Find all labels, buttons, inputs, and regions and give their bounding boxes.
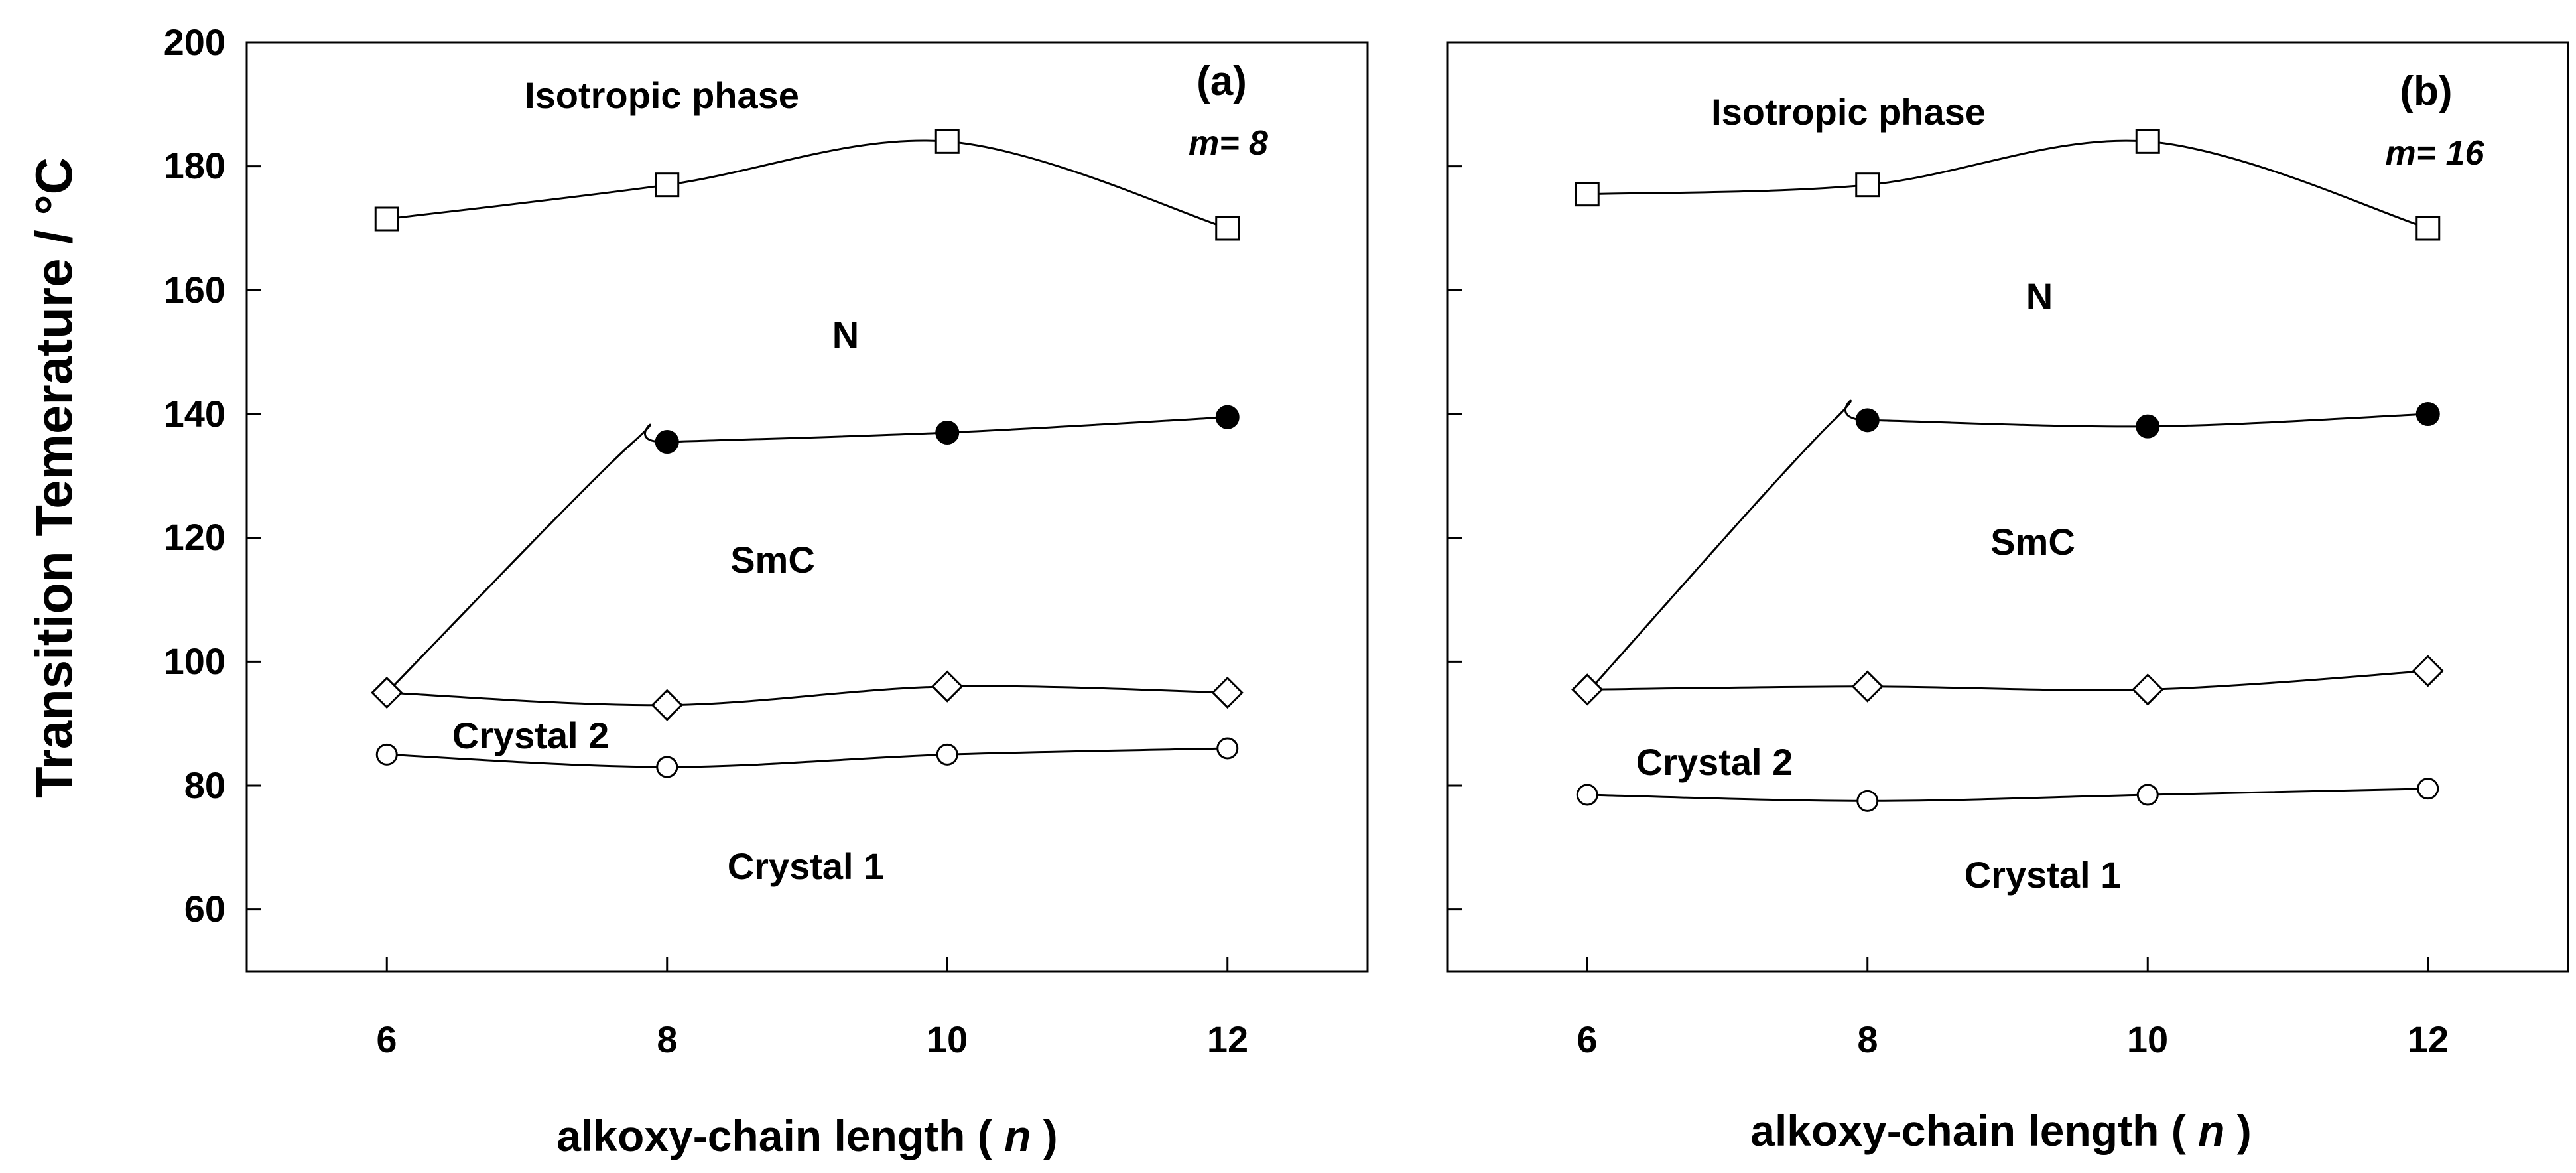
panel-label-b: (b)	[2400, 68, 2452, 114]
data-point-diamond	[2412, 655, 2444, 687]
region-label-isotropic: Isotropic phase	[525, 74, 799, 116]
data-point-filled-circle	[2415, 402, 2440, 426]
data-point-open-circle	[656, 756, 678, 778]
xtick-labels-b: 6 8 10 12	[1577, 1018, 2449, 1060]
x-axis-variable: n	[1004, 1111, 1031, 1160]
x-axis-title-text: alkoxy-chain length (	[556, 1111, 992, 1160]
parameter-label-a: m= 8	[1189, 124, 1268, 163]
data-point-open-circle	[2136, 784, 2159, 806]
data-point-square	[1855, 172, 1880, 198]
xtick-label: 12	[1207, 1018, 1248, 1060]
ytick-label: 80	[184, 764, 225, 806]
x-axis-title-close: )	[2237, 1106, 2252, 1155]
ytick-labels-a: 60 80 100 120 140 160 180 200	[164, 21, 225, 930]
ytick-label: 160	[164, 269, 225, 310]
ytick-label: 140	[164, 393, 225, 435]
series-line	[387, 747, 1228, 768]
panel-b: 6 8 10 12 alkoxy-chain length ( n ) (b) …	[1446, 41, 2569, 1155]
data-point-square	[2415, 216, 2441, 241]
ytick-label: 60	[184, 888, 225, 930]
region-label-n: N	[832, 314, 859, 356]
data-point-diamond	[371, 676, 403, 709]
panel-label-a: (a)	[1196, 58, 1247, 104]
data-point-square	[374, 206, 399, 232]
series-line	[387, 685, 1228, 707]
plot-area-a	[245, 41, 1369, 973]
x-axis-title-text: alkoxy-chain length (	[1750, 1106, 2185, 1155]
series-line	[1587, 139, 2429, 230]
parameter-label-b: m= 16	[2386, 134, 2485, 172]
ytick-label: 120	[164, 516, 225, 558]
data-point-square	[1215, 216, 1240, 241]
data-point-square	[934, 129, 960, 154]
series-line	[387, 139, 1228, 230]
data-point-square	[2135, 129, 2160, 154]
data-point-diamond	[1211, 676, 1244, 709]
data-point-open-circle	[375, 743, 398, 766]
region-label-smc: SmC	[730, 539, 815, 581]
x-axis-variable: n	[2198, 1106, 2224, 1155]
data-point-square	[655, 172, 680, 198]
data-point-filled-circle	[935, 421, 960, 445]
data-marks-a	[247, 41, 1244, 971]
y-axis-title: Transition Temerature / °C	[25, 157, 83, 798]
data-point-filled-circle	[2136, 414, 2160, 439]
data-point-open-circle	[2417, 778, 2439, 800]
panel-a: 60 80 100 120 140 160 180 200 6 8 10 12 …	[164, 21, 1369, 1160]
region-label-crystal-1: Crystal 1	[728, 845, 885, 887]
data-marks-b	[1447, 41, 2444, 971]
data-point-diamond	[1851, 670, 1884, 703]
data-point-diamond	[931, 670, 964, 703]
x-axis-title-close: )	[1043, 1111, 1058, 1160]
data-point-filled-circle	[1855, 408, 1880, 433]
x-axis-title-a: alkoxy-chain length ( n )	[556, 1111, 1057, 1160]
data-point-open-circle	[1856, 790, 1879, 812]
region-label-n: N	[2026, 275, 2053, 317]
data-point-square	[1575, 182, 1600, 207]
ytick-label: 180	[164, 145, 225, 186]
xtick-label: 8	[1857, 1018, 1878, 1060]
region-label-smc: SmC	[1990, 521, 2075, 563]
region-label-crystal-2: Crystal 2	[452, 715, 610, 756]
region-label-crystal-1: Crystal 1	[1964, 854, 2122, 896]
series-line	[1587, 788, 2428, 802]
data-point-filled-circle	[655, 430, 679, 454]
data-point-diamond	[1571, 673, 1604, 706]
data-point-open-circle	[936, 743, 958, 766]
data-point-diamond	[2132, 673, 2164, 706]
xtick-label: 10	[2127, 1018, 2168, 1060]
data-point-open-circle	[1216, 737, 1239, 760]
ytick-label: 100	[164, 640, 225, 682]
data-point-open-circle	[1576, 784, 1598, 806]
ytick-label: 200	[164, 21, 225, 63]
xtick-label: 8	[657, 1018, 677, 1060]
series-line	[1587, 669, 2428, 691]
x-axis-title-b: alkoxy-chain length ( n )	[1750, 1106, 2251, 1155]
xtick-label: 6	[1577, 1018, 1597, 1060]
xtick-label: 6	[376, 1018, 397, 1060]
xtick-label: 10	[927, 1018, 968, 1060]
xtick-labels-a: 6 8 10 12	[376, 1018, 1248, 1060]
region-label-crystal-2: Crystal 2	[1636, 741, 1793, 783]
plot-area-b	[1446, 41, 2569, 973]
region-label-isotropic: Isotropic phase	[1711, 91, 1986, 133]
data-point-diamond	[651, 689, 683, 721]
data-point-filled-circle	[1215, 405, 1240, 429]
xtick-label: 12	[2408, 1018, 2449, 1060]
